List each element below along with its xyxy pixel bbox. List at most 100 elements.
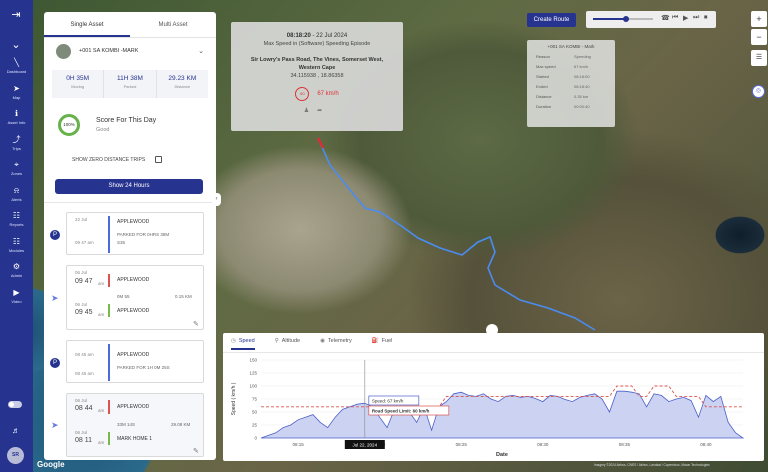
y-tick-label: 75	[252, 397, 258, 402]
admin-icon: ⚙	[12, 262, 21, 271]
stat-label: Moving	[71, 84, 85, 89]
tab-single-asset[interactable]: Single Asset	[44, 12, 130, 37]
nav-item-map[interactable]: ➤ Map	[0, 84, 33, 100]
zero-distance-checkbox[interactable]	[155, 156, 163, 163]
video-icon: ▶	[13, 287, 20, 297]
tab-multi-asset[interactable]: Multi Asset	[158, 22, 188, 28]
zoom-in-button[interactable]: +	[751, 11, 767, 27]
share-icon[interactable]: ➦	[317, 108, 331, 114]
edit-icon[interactable]: ✎	[193, 448, 199, 455]
info-key: Duration	[536, 104, 552, 109]
asset-info-icon: ℹ	[14, 109, 19, 118]
reports-icon: ☷	[12, 211, 21, 220]
volume-icon[interactable]: ♬	[12, 426, 20, 435]
nav-item-label: Reports	[9, 222, 24, 227]
trip-date: 22 Jul	[75, 217, 88, 222]
locate-icon[interactable]: ◎	[752, 85, 765, 98]
info-row: Duration 00:00:40	[527, 102, 615, 112]
nav-item-zones[interactable]: ⌖ Zones	[0, 160, 33, 176]
navigation-arrow-icon: ➤	[51, 420, 59, 430]
nav-item-trips[interactable]: ⤴ Trips	[0, 135, 33, 151]
trip-bar	[108, 216, 110, 253]
chevron-down-icon[interactable]: ⌄	[198, 48, 204, 55]
popup-address: Sir Lowry's Pass Road, The Vines, Somers…	[250, 57, 384, 71]
nav-item-admin[interactable]: ⚙ Admin	[0, 262, 33, 278]
stat-moving: 0H 35M Moving	[52, 70, 105, 98]
street-view-icon[interactable]: ♟	[303, 108, 318, 114]
skip-forward-icon[interactable]: ⏭	[693, 14, 700, 21]
trip-duration: 33M 14S	[117, 422, 136, 427]
tab-label: Altitude	[281, 338, 301, 344]
speeding-popup: 08:18:20 - 22 Jul 2024 Max Speed in (Sof…	[231, 22, 403, 131]
nav-item-video[interactable]: ▶ Video	[0, 288, 33, 304]
nav-item-modules[interactable]: ☷ Modules	[0, 237, 33, 253]
parked-marker-icon: P	[50, 358, 60, 368]
tab-fuel[interactable]: ⛽ Fuel	[372, 338, 393, 350]
playback-thumb[interactable]	[623, 16, 629, 22]
tab-altitude[interactable]: ⚲ Altitude	[275, 338, 300, 350]
info-key: Distance	[536, 94, 552, 99]
limit-tooltip-text: Road Speed Limit: 60 km/h	[372, 409, 430, 414]
trip-bar-end	[108, 432, 110, 445]
skip-back-icon[interactable]: ⏮	[672, 14, 679, 21]
trip-note: S35	[117, 240, 126, 245]
show-24-hours-button[interactable]: Show 24 Hours	[55, 179, 203, 194]
score-subtitle: Good	[96, 127, 110, 133]
chevron-down-icon[interactable]: ⌄	[11, 39, 21, 51]
x-tick-label: 08:35	[619, 442, 631, 447]
google-logo: Google	[37, 460, 65, 469]
trip-parked-2[interactable]: 08 45 am APPLEWOOD PARKED FOR 1H 0M 25S …	[66, 340, 204, 383]
info-value: 0.35 km	[574, 94, 589, 99]
trip-moving-2[interactable]: 06 Jul 08 44 am APPLEWOOD 33M 14S 29.08 …	[66, 393, 204, 457]
modules-icon: ☷	[12, 236, 21, 246]
nav-item-alerts[interactable]: ⍾ Alerts	[0, 186, 33, 202]
play-icon[interactable]: ▶	[683, 15, 689, 22]
info-key: Ended	[536, 84, 548, 89]
trip-moving-1[interactable]: 06 Jul 09 47 am APPLEWOOD 0M 55 0.15 KM …	[66, 265, 204, 330]
nav-item-dashboard[interactable]: ╲ Dashboard	[0, 58, 33, 74]
nav-item-label: Trips	[12, 145, 21, 151]
trip-bar-start	[108, 274, 110, 287]
speed-chart[interactable]: 025507510012515008:1508:2008:2508:3008:3…	[223, 353, 764, 461]
map-attribution: Imagery ©2024 Airbus, CNES / Airbus, Lan…	[594, 463, 710, 467]
speed-tooltip-box	[368, 395, 420, 406]
trip-start-time: 08 44	[75, 405, 93, 412]
stat-label: Parked	[123, 84, 137, 89]
speed-tooltip-text: Speed: 67 km/h	[372, 399, 404, 404]
create-route-button[interactable]: Create Route	[527, 13, 576, 27]
playback-progress	[593, 18, 626, 20]
score-title: Score For This Day	[96, 117, 157, 124]
tab-telemetry[interactable]: ◉ Telemetry	[320, 338, 352, 350]
navigation-arrow-icon: ➤	[51, 293, 59, 303]
nav-item-reports[interactable]: ☷ Reports	[0, 211, 33, 227]
stat-parked: 11H 38M Parked	[104, 70, 157, 98]
x-tick-label: 08:40	[700, 442, 712, 447]
trip-distance: 29.08 KM	[171, 422, 191, 427]
trip-start-time: 09 47	[75, 278, 93, 285]
tab-speed[interactable]: ◷ Speed	[231, 338, 255, 350]
collapse-panel-button[interactable]: ‹	[212, 193, 221, 206]
popup-coords: 34.115938 , 18.86358	[290, 73, 344, 79]
y-tick-label: 0	[254, 436, 257, 441]
trip-end-location: MARK HOME 1	[117, 436, 153, 442]
zoom-out-button[interactable]: −	[751, 29, 767, 45]
nav-item-label: Alerts	[11, 196, 22, 202]
zones-icon: ⌖	[14, 160, 19, 169]
layers-icon[interactable]: ☰	[751, 50, 767, 66]
nav-item-asset-info[interactable]: ℹ Asset Info	[0, 109, 33, 125]
trip-time: 09 47 am	[75, 240, 94, 245]
tab-label: Fuel	[381, 338, 393, 344]
playback-slider[interactable]	[593, 16, 653, 22]
bell-icon: ⍾	[13, 185, 20, 195]
parked-marker-icon: P	[50, 230, 60, 240]
asset-selector[interactable]: +001 SA KOMBI -MARK ⌄	[44, 38, 216, 64]
avatar[interactable]: SR	[7, 447, 24, 464]
trip-parked-1[interactable]: 22 Jul APPLEWOOD PARKED FOR 0HRS 38M S35…	[66, 212, 204, 255]
stat-value: 11H 38M	[117, 75, 143, 82]
theme-toggle[interactable]	[8, 401, 22, 408]
speed-icon[interactable]: ☎	[661, 15, 670, 22]
stop-icon[interactable]: ⏹	[704, 14, 708, 21]
edit-icon[interactable]: ✎	[193, 321, 199, 328]
trip-bar-start	[108, 400, 110, 414]
menu-expand-icon[interactable]: ⇥	[11, 9, 21, 21]
